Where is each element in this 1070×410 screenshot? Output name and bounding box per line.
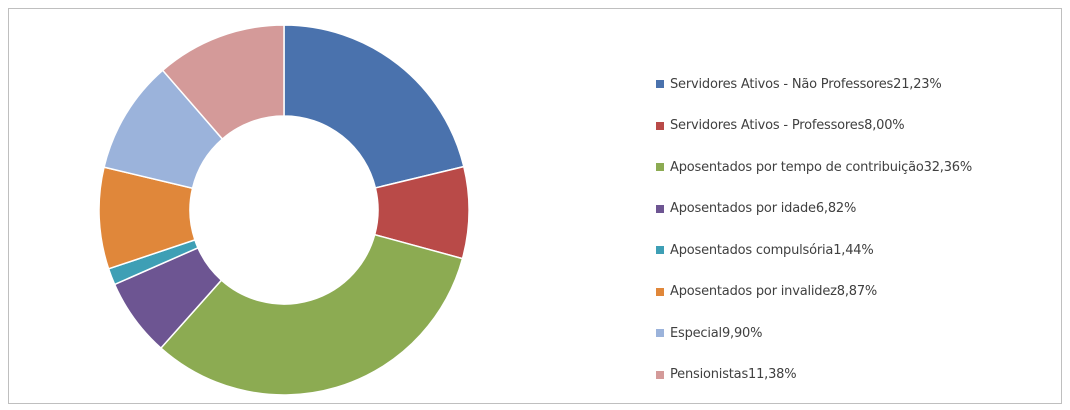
donut-slice-1	[283, 24, 465, 189]
legend-item: Especial 9,90%	[656, 323, 762, 343]
legend-value: 11,38%	[748, 367, 797, 382]
legend-item: Servidores Ativos - Professores 8,00%	[656, 116, 905, 136]
legend-label: Especial	[670, 325, 722, 341]
donut-slice-3	[159, 233, 464, 396]
legend-label: Aposentados compulsória	[670, 242, 834, 258]
legend-item: Aposentados por invalidez 8,87%	[656, 282, 877, 302]
legend-swatch	[656, 80, 664, 88]
legend-value: 32,36%	[923, 159, 973, 175]
legend-label: Aposentados por tempo de contribuição	[670, 159, 924, 175]
legend-item: Pensionistas 11,38%	[656, 365, 797, 385]
legend-label: Servidores Ativos - Professores	[670, 118, 865, 133]
legend-value: 21,23%	[893, 76, 942, 92]
legend-label: Servidores Ativos - Não Professores	[670, 76, 894, 92]
legend-value: 9,90%	[721, 325, 763, 341]
legend-item: Servidores Ativos - Não Professores 21,2…	[656, 74, 942, 94]
legend-swatch	[656, 246, 664, 254]
legend-value: 8,00%	[864, 118, 905, 133]
donut-slice-8	[161, 24, 285, 141]
legend-label: Aposentados por invalidez	[670, 284, 837, 299]
legend-swatch	[656, 370, 664, 379]
legend-swatch	[656, 121, 664, 130]
legend-swatch	[656, 287, 664, 296]
legend-item: Aposentados por tempo de contribuição 32…	[656, 157, 972, 177]
legend-item: Aposentados por idade 6,82%	[656, 199, 856, 219]
legend-swatch	[656, 329, 664, 337]
legend-swatch	[656, 204, 664, 213]
legend-swatch	[656, 163, 664, 171]
legend-value: 1,44%	[833, 242, 874, 258]
legend-value: 8,87%	[836, 284, 878, 299]
legend-label: Aposentados por idade	[670, 201, 816, 216]
legend-label: Pensionistas	[670, 367, 749, 382]
chart-legend: Servidores Ativos - Não Professores 21,2…	[656, 74, 1056, 394]
legend-value: 6,82%	[815, 201, 857, 216]
legend-item: Aposentados compulsória 1,44%	[656, 240, 874, 260]
